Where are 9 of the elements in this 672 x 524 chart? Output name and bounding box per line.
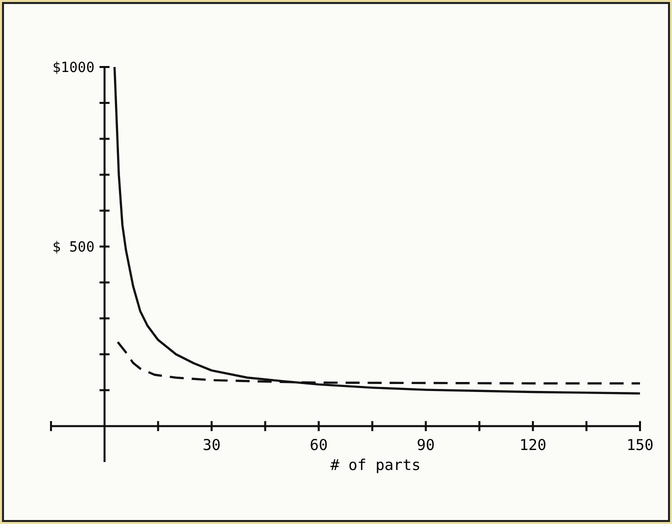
x-axis-title: # of parts <box>330 456 421 474</box>
y-tick-label: $ 500 <box>52 240 95 256</box>
y-tick-label: $1000 <box>52 60 95 76</box>
x-tick-label: 150 <box>626 436 654 454</box>
line-series <box>113 66 642 395</box>
x-tick-label: 30 <box>202 436 221 454</box>
x-tick-label: 60 <box>310 436 328 454</box>
x-tick-label: 90 <box>416 436 435 454</box>
x-tick-label: 120 <box>519 436 546 454</box>
